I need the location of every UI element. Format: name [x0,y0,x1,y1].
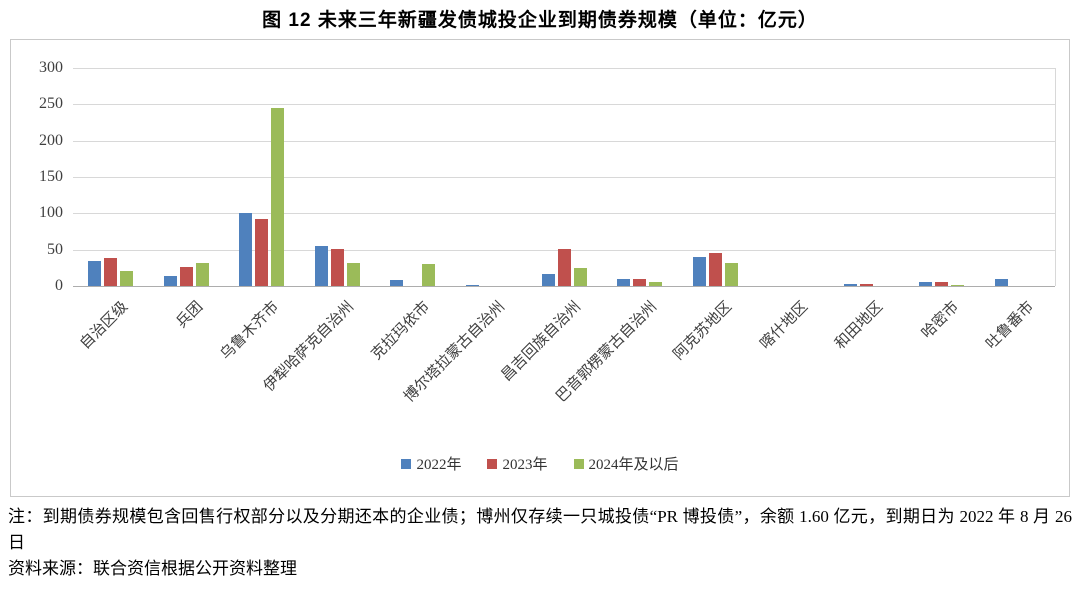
bar-2024年及以后-克拉玛依市 [422,264,435,286]
bar-2024年及以后-巴音郭楞蒙古自治州 [649,282,662,286]
bar-2022年-吐鲁番市 [995,279,1008,286]
bar-2022年-兵团 [164,276,177,286]
chart-title: 图 12 未来三年新疆发债城投企业到期债券规模（单位：亿元） [262,10,818,31]
bar-2022年-和田地区 [844,284,857,286]
x-axis-label: 喀什地区 [757,298,811,353]
y-axis-tick-label: 200 [39,131,63,149]
x-axis-label: 哈密市 [918,298,962,342]
chart-note: 注：到期债券规模包含回售行权部分以及分期还本的企业债；博州仅存续一只城投债“PR… [8,507,1072,552]
x-axis-label: 自治区级 [77,298,131,353]
x-axis-label: 和田地区 [832,298,887,353]
gridline [73,140,1055,142]
bar-2024年及以后-乌鲁木齐市 [271,108,284,286]
bar-2022年-伊犁哈萨克自治州 [315,246,328,286]
bar-2022年-乌鲁木齐市 [239,213,252,286]
bar-2024年及以后-昌吉回族自治州 [574,268,587,286]
gridline [73,177,1055,178]
legend-item-2022年: 2022年 [401,453,461,474]
legend-label: 2022年 [416,457,462,473]
bar-2023年-和田地区 [860,284,873,286]
x-axis-label: 阿克苏地区 [670,298,736,364]
bar-2022年-巴音郭楞蒙古自治州 [617,279,630,286]
legend-item-2024年及以后: 2024年及以后 [573,453,679,474]
y-axis-tick-label: 50 [47,240,63,258]
y-axis-tick-label: 100 [39,204,63,222]
legend-item-2023年: 2023年 [487,453,548,474]
chart-legend: 2022年 2023年 2024年及以后 [11,453,1069,474]
bar-2023年-哈密市 [935,282,948,286]
bar-2022年-阿克苏地区 [693,257,706,286]
x-axis-label: 乌鲁木齐市 [217,298,283,364]
legend-label: 2024年及以后 [588,457,679,473]
x-axis-label: 兵团 [173,298,207,332]
gridline [73,213,1055,215]
gridline [73,104,1055,106]
bar-2023年-兵团 [180,267,193,286]
bar-2023年-伊犁哈萨克自治州 [331,249,344,286]
bar-2024年及以后-阿克苏地区 [725,263,738,286]
plot-right-border [1055,68,1056,286]
bar-2023年-昌吉回族自治州 [558,249,571,286]
bar-2022年-哈密市 [919,282,932,286]
bar-2024年及以后-自治区级 [120,271,133,286]
bar-2024年及以后-伊犁哈萨克自治州 [347,263,360,286]
x-axis-label: 克拉玛依市 [368,298,434,364]
legend-swatch-icon [573,458,584,469]
x-axis-line [73,286,1055,287]
chart-footnotes: 注：到期债券规模包含回售行权部分以及分期还本的企业债；博州仅存续一只城投债“PR… [8,504,1072,582]
page: 图 12 未来三年新疆发债城投企业到期债券规模（单位：亿元） 0 50 100 150… [0,5,1080,582]
bar-2022年-博尔塔拉蒙古自治州 [466,285,479,286]
legend-label: 2023年 [502,457,548,473]
bar-2024年及以后-哈密市 [951,285,964,286]
bar-2022年-昌吉回族自治州 [542,274,555,286]
gridline [73,68,1055,69]
chart-figure: 0 50 100 150 200 250 300 自治区级 兵团 乌鲁木齐市 伊犁哈萨克自治州 克拉玛… [10,39,1070,497]
bar-2023年-阿克苏地区 [709,253,722,286]
legend-swatch-icon [487,458,498,469]
x-axis-label: 吐鲁番市 [983,298,1038,353]
bar-2023年-乌鲁木齐市 [255,219,268,286]
chart-source: 资料来源：联合资信根据公开资料整理 [8,559,297,578]
bar-2022年-自治区级 [88,261,101,286]
y-axis-tick-label: 150 [39,168,63,185]
bar-2022年-克拉玛依市 [390,280,403,286]
bar-2023年-自治区级 [104,258,117,286]
y-axis-tick-label: 0 [55,277,63,294]
y-axis-tick-label: 300 [39,59,63,76]
bar-2023年-巴音郭楞蒙古自治州 [633,279,646,286]
y-axis-tick-label: 250 [39,95,63,113]
bar-2024年及以后-兵团 [196,263,209,286]
legend-swatch-icon [401,458,412,469]
